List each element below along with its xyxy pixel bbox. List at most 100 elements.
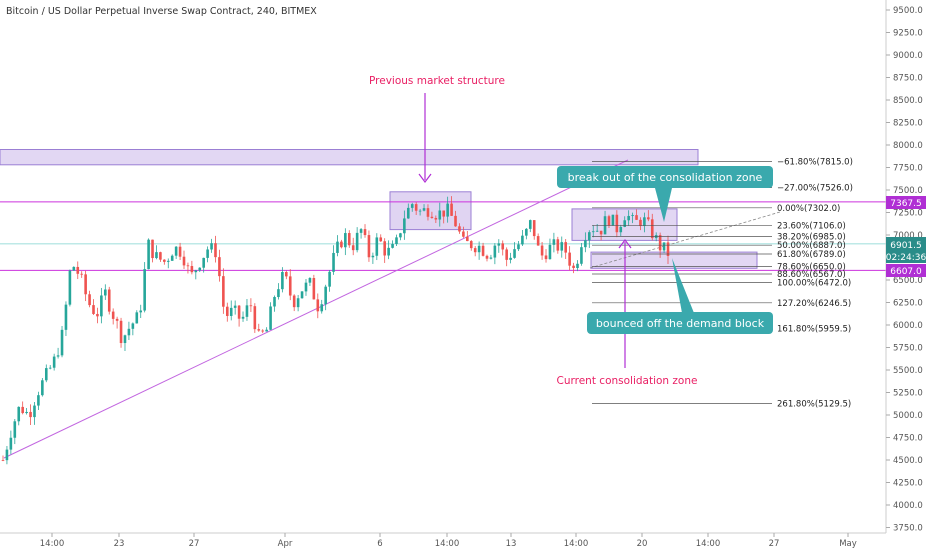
candle-body bbox=[552, 239, 556, 245]
time-tick-label: 14:00 bbox=[435, 539, 460, 549]
candle-body bbox=[308, 278, 312, 283]
price-tick-label: 9250.0 bbox=[893, 29, 923, 39]
candle-body bbox=[206, 249, 209, 258]
candle-body bbox=[37, 395, 40, 406]
candle-body bbox=[493, 245, 497, 258]
price-tick-label: 6500.0 bbox=[893, 276, 923, 286]
candle-body bbox=[666, 242, 670, 257]
candle-body bbox=[607, 216, 611, 226]
candle-body bbox=[41, 380, 44, 396]
fibonacci-layer: −61.80%(7815.0) −27.00%(7526.0) 0.00%(7302… bbox=[592, 158, 853, 409]
candle-body bbox=[627, 215, 630, 221]
candle-body bbox=[611, 214, 615, 226]
candle-body bbox=[21, 406, 24, 414]
candle-body bbox=[29, 411, 32, 418]
candle-body bbox=[485, 255, 489, 259]
price-tick-label: 9500.0 bbox=[893, 6, 923, 16]
candle-body bbox=[143, 269, 146, 311]
fib-level-label: 127.20%(6246.5) bbox=[777, 299, 851, 309]
candle-body bbox=[324, 286, 327, 305]
candle-body bbox=[509, 257, 512, 260]
candle-body bbox=[84, 274, 87, 295]
candle-body bbox=[351, 245, 355, 251]
candle-body bbox=[454, 215, 457, 227]
price-tick-label: 7000.0 bbox=[893, 231, 923, 241]
time-tick-label: 14:00 bbox=[40, 539, 65, 549]
candle-body bbox=[269, 306, 272, 330]
candle-body bbox=[391, 243, 394, 248]
candle-body bbox=[88, 294, 91, 306]
candle-body bbox=[591, 231, 595, 233]
candle-body bbox=[115, 318, 119, 321]
fib-level-label: 261.80%(5129.5) bbox=[777, 399, 851, 409]
dashed-trendline bbox=[589, 211, 781, 269]
price-tag-resistance: 7367.5 bbox=[886, 196, 926, 209]
price-tick-label: 3750.0 bbox=[893, 524, 923, 534]
candle-body bbox=[218, 257, 221, 277]
breakout-callout: break out of the consolidation zone bbox=[557, 166, 773, 222]
consolidation-annotation: Current consolidation zone bbox=[557, 375, 698, 387]
candle-body bbox=[576, 263, 579, 269]
candle-body bbox=[96, 313, 99, 317]
time-axis[interactable]: 14:00 23 27 Apr 6 14:00 13 14:00 20 14:00 27 May bbox=[40, 533, 857, 549]
candle-body bbox=[387, 247, 390, 256]
candle-body bbox=[135, 312, 139, 324]
candle-body bbox=[615, 214, 619, 233]
candle-body bbox=[190, 266, 194, 273]
candle-body bbox=[249, 305, 253, 307]
candle-body bbox=[619, 226, 623, 233]
candle-body bbox=[580, 247, 583, 264]
price-tick-label: 8250.0 bbox=[893, 119, 923, 129]
candle-body bbox=[174, 246, 178, 256]
candle-body bbox=[281, 272, 284, 290]
candle-body bbox=[9, 437, 13, 450]
candle-body bbox=[462, 231, 465, 237]
candle-body bbox=[123, 335, 127, 344]
candle-body bbox=[430, 216, 434, 218]
price-tick-label: 8750.0 bbox=[893, 74, 923, 84]
candle-body bbox=[198, 267, 202, 271]
candle-body bbox=[151, 239, 154, 259]
price-tick-label: 8000.0 bbox=[893, 141, 923, 151]
candle-body bbox=[225, 306, 229, 316]
chart-title: Bitcoin / US Dollar Perpetual Inverse Sw… bbox=[6, 6, 317, 17]
time-tick-label: 27 bbox=[769, 539, 780, 549]
candle-body bbox=[647, 217, 650, 220]
candle-body bbox=[257, 329, 261, 331]
candle-body bbox=[56, 355, 60, 357]
price-tag-support-text: 6607.0 bbox=[890, 267, 922, 277]
fib-level-label: 38.20%(6985.0) bbox=[777, 232, 846, 242]
candle-body bbox=[639, 219, 642, 227]
candle-body bbox=[194, 270, 198, 273]
ascending-trendline bbox=[3, 159, 629, 459]
candle-body bbox=[643, 217, 646, 227]
candle-body bbox=[595, 230, 599, 232]
price-tick-label: 7750.0 bbox=[893, 164, 923, 174]
candle-body bbox=[186, 265, 190, 267]
fib-level-label: 161.80%(5959.5) bbox=[777, 325, 851, 335]
candle-body bbox=[277, 289, 280, 298]
candle-body bbox=[631, 215, 634, 216]
candle-body bbox=[17, 406, 21, 422]
price-tick-label: 5250.0 bbox=[893, 389, 923, 399]
candle-body bbox=[446, 203, 449, 217]
candle-body bbox=[418, 210, 422, 212]
candle-body bbox=[107, 289, 111, 312]
fib-level-label: −61.80%(7815.0) bbox=[777, 158, 853, 168]
time-tick-label: 14:00 bbox=[696, 539, 721, 549]
candle-body bbox=[363, 229, 367, 236]
price-tag-resistance-text: 7367.5 bbox=[890, 199, 922, 209]
candle-body bbox=[344, 233, 347, 248]
price-tick-label: 5750.0 bbox=[893, 344, 923, 354]
candle-body bbox=[33, 405, 36, 418]
time-tick-label: 23 bbox=[114, 539, 125, 549]
bounce-callout: bounced off the demand block bbox=[587, 258, 773, 334]
candle-body bbox=[528, 220, 532, 229]
candle-body bbox=[332, 252, 335, 272]
candle-body bbox=[166, 260, 170, 262]
candle-body bbox=[178, 246, 182, 257]
candle-body bbox=[265, 329, 268, 332]
countdown-text: 02:24:36 bbox=[886, 253, 927, 263]
